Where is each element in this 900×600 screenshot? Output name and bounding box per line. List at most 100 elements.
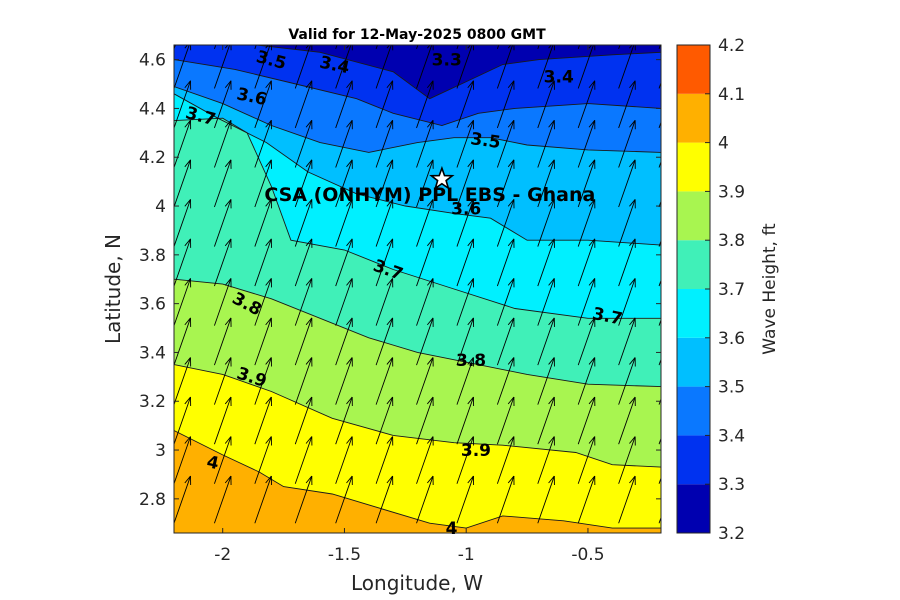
wave-arrow (496, 475, 515, 524)
wave-arrow (174, 475, 192, 524)
wave-arrow (294, 317, 313, 366)
wave-arrow (658, 397, 661, 405)
wave-arrow (294, 120, 313, 168)
wave-arrow (496, 80, 515, 129)
wave-arrow (577, 45, 581, 50)
wave-arrow (618, 238, 636, 287)
wave-arrow (294, 396, 313, 445)
wave-arrow (416, 238, 434, 287)
wave-arrow (496, 278, 515, 326)
x-tick-label: -2 (214, 545, 231, 565)
y-tick-label: 4.2 (139, 148, 166, 168)
wave-arrow (537, 199, 555, 247)
wave-arrow (174, 357, 192, 405)
wave-arrow (174, 278, 192, 326)
colorbar-segment (677, 142, 710, 192)
wave-arrow (375, 159, 394, 208)
wave-arrow (658, 160, 661, 168)
wave-arrow (213, 199, 232, 247)
colorbar-tick-label: 3.7 (718, 280, 745, 300)
contour-label: 3.3 (432, 51, 462, 71)
wave-arrow (416, 80, 434, 129)
wave-arrow (335, 120, 353, 168)
wave-arrow (416, 199, 434, 247)
wave-arrow (496, 238, 515, 287)
wave-arrow (294, 357, 313, 405)
wave-arrow (375, 436, 394, 484)
y-tick-label: 2.8 (139, 490, 166, 510)
wave-arrow (335, 475, 353, 524)
wave-arrow (577, 238, 596, 287)
wave-arrow (254, 80, 272, 129)
chart-title: Valid for 12-May-2025 0800 GMT (288, 27, 546, 43)
wave-arrow (174, 238, 192, 287)
wave-arrow (496, 159, 515, 208)
contour-line-3.3 (256, 45, 661, 100)
wave-arrow (174, 317, 192, 366)
wave-arrow (456, 199, 475, 247)
wave-arrow (294, 199, 313, 247)
wave-arrow (537, 238, 555, 287)
wave-arrow (416, 357, 434, 405)
site-label: CSA (ONHYM) PPL EBS - Ghana (264, 184, 595, 206)
wave-direction-arrows (174, 45, 661, 524)
wave-arrow (537, 475, 555, 524)
wave-arrow (456, 80, 475, 129)
colorbar-tick-label: 4.2 (718, 36, 745, 56)
wave-arrow (618, 475, 636, 524)
contour-line-3.8 (174, 278, 661, 388)
wave-arrow (618, 45, 636, 89)
wave-arrow (618, 45, 621, 50)
wave-arrow (577, 396, 596, 445)
wave-arrow (174, 80, 192, 129)
wave-arrow (658, 200, 661, 208)
wave-arrow (496, 45, 515, 89)
wave-arrow (213, 159, 232, 208)
wave-arrow (174, 45, 192, 89)
wave-arrow (577, 199, 596, 247)
wave-arrow (213, 80, 232, 129)
y-axis-ticks: 2.8 3 3.2 3.4 3.6 3.8 4 4.2 4.4 4.6 (139, 51, 661, 510)
contour-label: 3.4 (544, 68, 574, 88)
wave-arrow (618, 199, 636, 247)
colorbar-label: Wave Height, ft (760, 223, 780, 355)
wave-arrow (456, 475, 475, 524)
plot-frame (173, 44, 662, 534)
wave-arrow (254, 317, 272, 366)
colorbar-segment (677, 240, 710, 289)
wave-arrow (213, 396, 232, 445)
y-tick-label: 3.8 (139, 246, 166, 266)
colorbar: 3.2 3.3 3.4 3.5 3.6 3.7 3.8 3.9 4 4.1 4.2 (676, 36, 745, 544)
wave-arrow (618, 357, 636, 405)
wave-arrow (213, 475, 232, 524)
wave-arrow (213, 436, 232, 484)
colorbar-tick-label: 3.9 (718, 182, 745, 202)
wave-arrow (294, 80, 313, 129)
wave-arrow (416, 396, 434, 445)
wave-arrow (254, 436, 272, 484)
y-tick-label: 3.2 (139, 392, 166, 412)
wave-arrow (456, 317, 475, 366)
wave-arrow (577, 45, 596, 89)
wave-arrow (577, 80, 596, 129)
wave-arrow (294, 436, 313, 484)
wave-arrow (294, 45, 313, 89)
colorbar-segment (677, 484, 710, 533)
colorbar-tick-label: 3.2 (718, 524, 745, 544)
contour-lines (174, 45, 661, 529)
contour-line-3.7 (174, 117, 661, 319)
x-tick-label: -1 (458, 545, 475, 565)
wave-arrow (496, 120, 515, 168)
wave-arrow (537, 120, 555, 168)
wave-arrow (658, 437, 661, 445)
wave-arrow (577, 120, 596, 168)
wave-arrow (456, 120, 475, 168)
wave-arrow (658, 476, 661, 484)
wave-arrow (174, 120, 192, 168)
wave-arrow (294, 278, 313, 326)
x-axis-label: Longitude, W (351, 571, 483, 595)
colorbar-tick-label: 3.5 (718, 378, 745, 398)
wave-arrow (537, 45, 555, 89)
wave-arrow (658, 239, 661, 247)
wave-arrow (577, 475, 596, 524)
